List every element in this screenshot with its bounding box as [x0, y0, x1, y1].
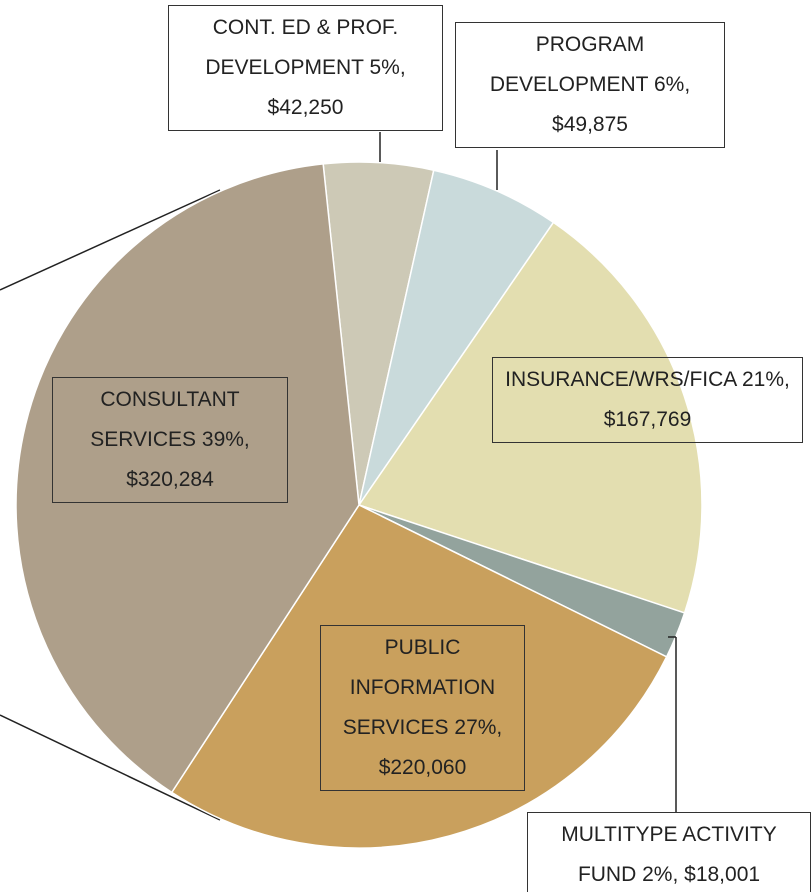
slice-label: INSURANCE/WRS/FICA 21%, $167,769 — [492, 357, 803, 443]
pie-slice — [15, 163, 360, 794]
percent-label: 27%, — [454, 716, 503, 739]
category-name: MULTITYPE ACTIVITY FUND — [561, 823, 777, 886]
slice-label: MULTITYPE ACTIVITY FUND 2%, $18,001 — [527, 812, 811, 892]
percent-label: 5%, — [369, 56, 406, 79]
slice-label: CONT. ED & PROF. DEVELOPMENT 5%, $42,250 — [168, 5, 443, 131]
slice-label: PUBLIC INFORMATION SERVICES 27%, $220,06… — [320, 625, 525, 791]
percent-label: 21%, — [742, 368, 790, 391]
slice-label: CONSULTANT SERVICES 39%, $320,284 — [52, 377, 288, 503]
slice-label: PROGRAM DEVELOPMENT 6%, $49,875 — [455, 22, 725, 148]
pie-slice — [357, 221, 703, 614]
pie-slice — [170, 504, 668, 849]
category-name: INSURANCE/WRS/FICA — [505, 368, 737, 391]
connector-line — [0, 714, 221, 821]
value-label: $42,250 — [267, 96, 344, 119]
pie-slice — [358, 169, 555, 506]
value-label: $320,284 — [126, 468, 214, 491]
value-label: $220,060 — [378, 756, 467, 779]
category-name: CONT. ED & PROF. DEVELOPMENT — [205, 16, 399, 79]
leader-lines — [379, 132, 677, 812]
category-name: PUBLIC INFORMATION SERVICES — [342, 636, 496, 739]
category-name: CONSULTANT SERVICES — [90, 388, 240, 451]
percent-label: 39%, — [201, 428, 250, 451]
value-label: $18,001 — [684, 863, 761, 886]
value-label: $49,875 — [552, 113, 628, 136]
connector-line — [0, 189, 221, 291]
category-name: PROGRAM DEVELOPMENT — [489, 33, 649, 96]
value-label: $167,769 — [603, 408, 692, 431]
percent-label: 6%, — [653, 73, 691, 96]
percent-label: 2%, — [642, 863, 679, 886]
